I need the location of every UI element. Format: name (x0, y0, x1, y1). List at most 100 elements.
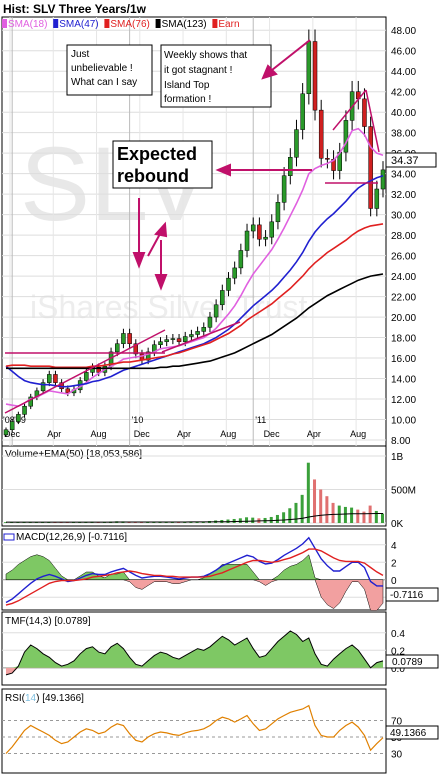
rsi-title-suffix: ) [49.1366] (36, 693, 84, 704)
volume-bar (269, 516, 273, 523)
volume-bar (146, 522, 150, 523)
arrow-head-5 (261, 64, 278, 80)
rsi-tick-label: 70 (391, 717, 403, 728)
candle-body (288, 157, 293, 176)
price-tick-label: 30.00 (391, 211, 416, 222)
note1-line3: What can I say (71, 77, 137, 88)
legend-swatch (104, 19, 110, 28)
price-y-axis: 8.00 10.00 12.00 14.00 16.00 18.00 20.00 22.00 2… (391, 26, 416, 447)
volume-bar (4, 522, 7, 523)
price-x-tick-label: Apr (177, 429, 191, 439)
arrow-diagonal (271, 39, 311, 71)
price-tick-label: 38.00 (391, 129, 416, 140)
price-tick-label: 28.00 (391, 231, 416, 242)
candle-body (213, 304, 219, 318)
tmf-value-label: 0.0789 (392, 657, 423, 668)
volume-bar (65, 522, 69, 523)
candle-body (318, 109, 324, 159)
candle-body (343, 120, 349, 153)
candle-body (263, 236, 268, 240)
note2-line2: it got stagnant ! (164, 65, 232, 76)
candle-body (269, 221, 275, 238)
legend-item: SMA(76) (110, 19, 149, 30)
candle-body (257, 224, 262, 240)
candle-body (281, 175, 287, 203)
volume-tick-label: 1B (391, 452, 404, 463)
candle-body (133, 343, 139, 355)
candle-body (145, 351, 151, 361)
tmf-line (5, 630, 384, 676)
tmf-panel (1, 611, 387, 686)
candle-body (207, 316, 213, 328)
candle-body (201, 327, 207, 332)
volume-bars (4, 462, 384, 523)
rsi-title-period: 14 (25, 693, 37, 704)
price-year-label: '11 (255, 415, 266, 425)
candle-body (250, 224, 256, 232)
macd-signal-line (5, 548, 384, 606)
volume-title: Volume+EMA(50) [18,053,586] (5, 449, 142, 460)
watermark-name: iShares Silver Trust (30, 289, 308, 325)
volume-bar (282, 512, 286, 523)
macd-tick-label: 2 (391, 558, 397, 569)
macd-title: MACD(12,26,9) [-0.7116] (16, 532, 127, 543)
candle-body (294, 129, 299, 158)
last-price-marker: 34.37 (385, 152, 437, 168)
price-tick-label: 48.00 (391, 26, 416, 37)
volume-ema (6, 513, 383, 523)
arrow-up (147, 231, 162, 257)
tmf-area (5, 630, 384, 676)
legend-item: SMA(47) (59, 19, 98, 30)
last-price-label: 34.37 (391, 155, 419, 167)
volume-bar (343, 506, 347, 523)
candle-body (220, 290, 225, 306)
price-x-tick-label: Dec (134, 429, 151, 439)
rsi-title: RSI(14) [49.1366] (5, 693, 84, 704)
tmf-tick-label: 0.2 (391, 646, 405, 657)
note1-line2: unbelievable ! (71, 63, 133, 74)
annotation-expected-rebound: Expected rebound (112, 140, 213, 189)
price-tick-label: 32.00 (391, 190, 416, 201)
volume-bar (10, 522, 14, 523)
rsi-line (5, 704, 384, 754)
ma-line-sma47 (5, 174, 384, 388)
ma-line-sma76 (5, 223, 384, 369)
candle-body (226, 277, 231, 291)
price-x-tick-label: Aug (91, 429, 107, 439)
volume-bar (362, 511, 366, 523)
tmf-positive-area (6, 631, 383, 668)
price-x-tick-label: Dec (4, 429, 21, 439)
candle-body (312, 41, 318, 111)
candle-body (362, 98, 367, 127)
price-tick-label: 34.00 (391, 170, 416, 181)
ma-line-sma123 (6, 273, 384, 370)
price-moving-averages (5, 127, 384, 408)
volume-bar (319, 489, 323, 523)
note2-line4: formation ! (164, 94, 211, 105)
volume-bar (288, 508, 292, 523)
volume-bar (232, 518, 236, 523)
price-tick-label: 46.00 (391, 47, 416, 58)
arrow-head-3 (154, 274, 168, 291)
rise-line (332, 89, 367, 131)
price-year-label: '10 (132, 415, 144, 425)
island-top-lines (4, 89, 380, 414)
candle-body (53, 374, 58, 383)
rsi-tick-label: 30 (391, 750, 403, 761)
arrow-head-4 (215, 163, 231, 177)
annotation-arrows (132, 39, 312, 291)
macd-lines (5, 536, 384, 606)
volume-bar (331, 502, 335, 523)
price-tick-label: 24.00 (391, 272, 416, 283)
trend-line-1 (4, 329, 166, 414)
volume-bar (177, 522, 181, 523)
candle-body (127, 333, 132, 344)
volume-bar (294, 502, 298, 523)
volume-ema-line (6, 513, 383, 523)
candle-body (16, 414, 21, 422)
price-x-tick-label: Dec (264, 429, 281, 439)
candle-body (170, 338, 176, 340)
volume-bar (139, 522, 143, 523)
candle-body (380, 169, 386, 190)
rsi-title-prefix: RSI( (5, 693, 26, 704)
